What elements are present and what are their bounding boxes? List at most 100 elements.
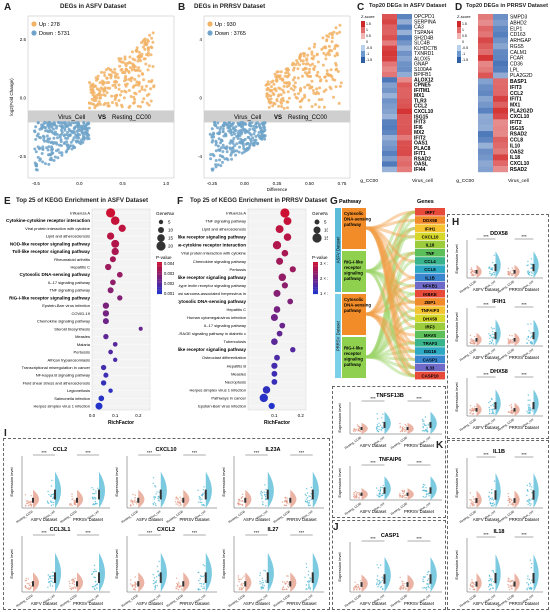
jitter-point <box>472 343 474 345</box>
up-point <box>287 73 291 77</box>
term-label: Rheumatoid arthritis <box>54 257 90 262</box>
down-point <box>238 141 242 145</box>
size-legend-dot <box>157 234 165 242</box>
violin-title: IFIH1 <box>492 299 505 305</box>
jitter-point <box>353 494 356 496</box>
color-legend-swatch <box>157 286 162 288</box>
up-point <box>118 64 122 68</box>
heatmap-cell <box>478 37 493 44</box>
jitter-point <box>426 583 428 585</box>
up-point <box>133 77 137 81</box>
term-dot <box>100 380 107 386</box>
vs-band <box>28 110 174 123</box>
up-point <box>145 84 148 88</box>
jitter-point <box>530 323 532 325</box>
up-point <box>332 95 335 99</box>
scale-swatch <box>361 27 365 33</box>
down-point <box>76 139 80 143</box>
jitter-point <box>530 267 532 269</box>
size-legend-title: GeneNumber <box>156 211 174 216</box>
up-point <box>87 101 91 105</box>
down-point <box>55 132 59 136</box>
color-legend-swatch <box>157 284 162 287</box>
x-tick-label: 1.0 <box>163 181 170 186</box>
jitter-point <box>472 504 474 507</box>
heatmap-cell <box>493 60 508 67</box>
jitter-point <box>51 580 53 582</box>
term-dot <box>111 239 120 248</box>
jitter-point <box>134 494 136 496</box>
scale-tick: -1.5 <box>366 58 372 62</box>
jitter-point <box>154 588 156 591</box>
jitter-point <box>135 501 137 504</box>
jitter-point <box>473 341 476 344</box>
down-point <box>69 129 73 133</box>
term-label: Legionellosis <box>67 388 90 393</box>
jitter-point <box>425 587 427 589</box>
jitter-point <box>488 580 490 582</box>
gene-label: TXNRD1 <box>414 51 434 57</box>
down-point <box>240 140 244 144</box>
jitter-point <box>262 579 264 582</box>
jitter-point <box>202 575 204 578</box>
jitter-point <box>489 340 491 343</box>
up-point <box>327 50 331 54</box>
jitter-point <box>473 504 476 506</box>
group-label: PRRSV Dataset <box>509 601 540 606</box>
up-point <box>316 70 320 74</box>
jitter-point <box>236 585 239 587</box>
jitter-point <box>157 571 159 573</box>
up-point <box>138 89 142 93</box>
down-point <box>63 133 67 137</box>
up-point <box>334 68 338 72</box>
jitter-point <box>489 272 491 275</box>
up-point <box>111 101 114 104</box>
jitter-point <box>197 571 199 574</box>
heatmap-cell <box>493 160 508 167</box>
heatmap-cell <box>382 114 397 120</box>
heatmap-cell <box>493 54 508 62</box>
vs-band <box>204 110 350 123</box>
down-point <box>214 159 218 162</box>
size-legend-label: 10 <box>168 228 174 233</box>
jitter-point <box>527 575 529 577</box>
jitter-point <box>69 503 71 505</box>
jitter-point <box>52 497 54 500</box>
jitter-point <box>507 342 510 344</box>
color-legend-swatch <box>157 289 162 291</box>
heatmap-cell <box>382 161 397 167</box>
heatmap-cell <box>397 161 412 167</box>
down-point <box>260 122 264 125</box>
jitter-point <box>469 334 472 337</box>
up-point <box>328 32 332 36</box>
up-point <box>295 96 299 100</box>
down-point <box>252 132 256 136</box>
jitter-point <box>376 578 378 581</box>
jitter-point <box>491 498 493 500</box>
jitter-point <box>91 497 94 499</box>
jitter-point <box>259 580 261 583</box>
color-legend-swatch <box>157 287 162 290</box>
jitter-point <box>238 587 241 589</box>
jitter-point <box>512 411 515 413</box>
up-point <box>339 81 343 85</box>
jitter-point <box>49 585 51 587</box>
down-point <box>38 158 42 162</box>
jitter-point <box>176 582 178 585</box>
box-marker <box>266 489 269 500</box>
box-marker <box>513 581 516 587</box>
jitter-point <box>380 486 382 489</box>
down-point <box>243 137 247 141</box>
jitter-point <box>177 500 179 502</box>
jitter-point <box>471 500 473 502</box>
jitter-point <box>203 587 205 590</box>
up-point <box>132 67 136 71</box>
heatmap-cell <box>478 113 493 120</box>
jitter-point <box>29 502 31 504</box>
jitter-point <box>49 583 52 585</box>
down-point <box>236 121 240 125</box>
jitter-point <box>492 570 495 572</box>
jitter-point <box>238 503 240 505</box>
jitter-point <box>47 490 49 493</box>
box-marker <box>475 408 478 412</box>
